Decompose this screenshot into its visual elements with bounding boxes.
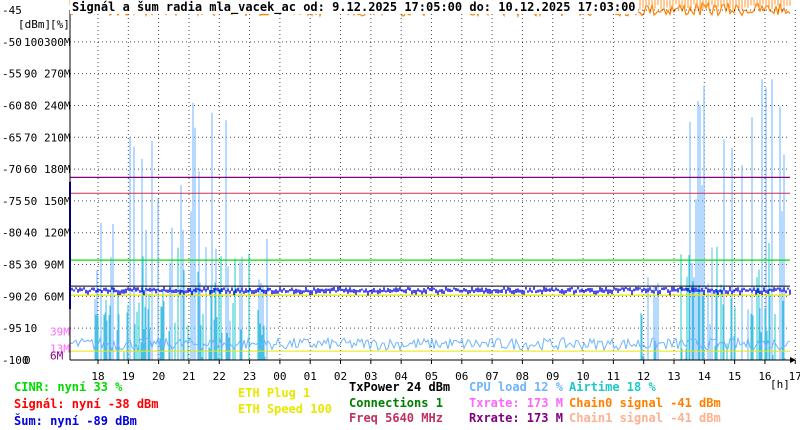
y-dbm-tick-label: -75 (2, 195, 22, 208)
x-tick-label: 06 (455, 370, 468, 383)
y-rate-tick-label: 150M (44, 195, 71, 208)
x-tick-label: 12 (637, 370, 650, 383)
legend-rxrate: Rxrate: 173 M (469, 411, 563, 425)
y-percent-tick-label: 60 (24, 163, 37, 176)
cpu-baseline (69, 336, 791, 352)
x-tick-label: 00 (273, 370, 286, 383)
y-rate-tick-label: 300M (44, 36, 71, 49)
y-dbm-tick-label: -90 (2, 290, 22, 303)
x-tick-label: 05 (425, 370, 438, 383)
axes (69, 10, 796, 363)
x-tick-label: 19 (122, 370, 135, 383)
x-tick-label: 01 (304, 370, 317, 383)
x-tick-label: 10 (576, 370, 589, 383)
x-tick-label: 18 (91, 370, 104, 383)
x-tick-label: 04 (395, 370, 409, 383)
y-rate-tick-label: 120M (44, 227, 71, 240)
y-dbm-tick-label: -45 (2, 4, 22, 17)
y-percent-tick-label: 50 (24, 195, 37, 208)
y-rate-tick-label: 60M (44, 290, 64, 303)
y-rate-small-label: 6M (50, 350, 64, 363)
legend-cinr: CINR: nyní 33 % (14, 380, 123, 394)
y-rate-tick-label: 270M (44, 68, 71, 81)
x-tick-label: 13 (667, 370, 680, 383)
legend-cpu: CPU load 12 % (469, 380, 563, 394)
legend-airtime: Airtime 18 % (569, 380, 656, 394)
x-tick-label: 09 (546, 370, 559, 383)
y-dbm-tick-label: -70 (2, 163, 22, 176)
legend-txrate: Txrate: 173 M (469, 396, 563, 410)
y-dbm-tick-label: -55 (2, 68, 22, 81)
x-unit-hours: [h] (770, 378, 790, 391)
x-axis-arrow (790, 357, 796, 363)
x-tick-label: 02 (334, 370, 347, 383)
x-tick-label: 15 (728, 370, 741, 383)
y-unit-dbm: [dBm] (18, 18, 51, 31)
y-percent-tick-label: 0 (24, 354, 31, 367)
y-rate-small-label: 13M (50, 343, 70, 356)
y-percent-tick-label: 10 (24, 322, 37, 335)
legend-signal: Signál: nyní -38 dBm (14, 397, 159, 411)
chart-title: Signál a šum radia mla_vacek_ac od: 9.12… (70, 0, 638, 14)
legend-chain0: Chain0 signal -41 dBm (569, 396, 721, 410)
legend-eth-plug: ETH Plug 1 (238, 386, 311, 400)
x-tick-label: 07 (485, 370, 498, 383)
x-tick-label: 17 (789, 370, 800, 383)
y-rate-tick-label: 240M (44, 99, 71, 112)
y-percent-tick-label: 80 (24, 99, 37, 112)
x-tick-label: 22 (213, 370, 226, 383)
legend-connections: Connections 1 (349, 396, 443, 410)
x-tick-label: 21 (182, 370, 195, 383)
legend-chain1: Chain1 signal -41 dBm (569, 411, 721, 425)
grid (70, 9, 796, 361)
legend-noise: Šum: nyní -89 dBm (14, 414, 137, 428)
x-tick-label: 14 (698, 370, 712, 383)
x-tick-label: 20 (152, 370, 165, 383)
y-dbm-tick-label: -85 (2, 259, 22, 272)
y-dbm-tick-label: -80 (2, 227, 22, 240)
data-series (69, 79, 791, 360)
x-tick-label: 16 (758, 370, 771, 383)
y-percent-tick-label: 40 (24, 227, 37, 240)
x-tick-label: 23 (243, 370, 256, 383)
y-unit-percent: [%] (50, 18, 70, 31)
x-tick-label: 08 (516, 370, 529, 383)
y-percent-tick-label: 20 (24, 290, 37, 303)
y-rate-tick-label: 90M (44, 259, 64, 272)
y-dbm-tick-label: -50 (2, 36, 22, 49)
x-tick-label: 11 (607, 370, 620, 383)
y-dbm-tick-label: -60 (2, 99, 22, 112)
y-percent-tick-label: 90 (24, 68, 37, 81)
legend-freq: Freq 5640 MHz (349, 411, 443, 425)
y-dbm-tick-label: -100 (2, 354, 29, 367)
tick-labels: -45-50-55-60-65-70-75-80-85-90-95-100100… (2, 4, 800, 391)
legend-txpower: TxPower 24 dBm (349, 380, 451, 394)
y-rate-tick-label: 180M (44, 163, 71, 176)
y-dbm-tick-label: -95 (2, 322, 22, 335)
y-rate-tick-label: 210M (44, 131, 71, 144)
legend-eth-speed: ETH Speed 100 (238, 402, 332, 416)
y-percent-tick-label: 30 (24, 259, 37, 272)
y-percent-tick-label: 70 (24, 131, 37, 144)
x-tick-label: 03 (364, 370, 377, 383)
y-rate-small-label: 39M (50, 325, 70, 338)
y-dbm-tick-label: -65 (2, 131, 22, 144)
y-percent-tick-label: 100 (24, 36, 44, 49)
